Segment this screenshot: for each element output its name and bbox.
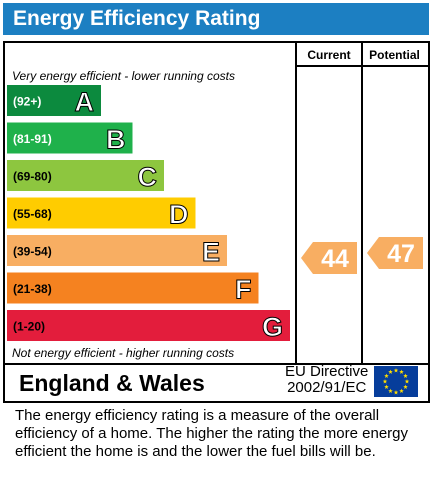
divider-right: [361, 43, 363, 363]
potential-rating-arrow: 47: [367, 237, 423, 269]
band-c: (69-80) C: [7, 160, 164, 193]
page-title: Energy Efficiency Rating: [13, 7, 261, 30]
band-range-b: (81-91): [13, 132, 52, 146]
eu-flag-star: [382, 379, 388, 384]
band-f: (21-38) F: [7, 272, 259, 305]
band-letter-a: A: [75, 87, 95, 117]
band-g: (1-20) G: [7, 310, 290, 343]
band-letter-d: D: [169, 200, 189, 230]
eu-flag-star: [384, 373, 389, 378]
current-rating-value: 44: [321, 245, 349, 273]
band-bar-a: [7, 85, 101, 116]
eu-directive: EU Directive 2002/91/EC: [285, 364, 368, 396]
directive-line-1: EU Directive: [285, 363, 369, 380]
band-range-g: (1-20): [13, 320, 45, 334]
rating-bands: (92+) A (81-91) B (69-80) C (55-68) D (39-54) E (2…: [7, 43, 297, 363]
top-note: Very energy efficient - lower running co…: [12, 69, 235, 83]
eu-flag-star: [399, 369, 404, 374]
band-bar-b: [7, 122, 133, 154]
band-range-a: (92+): [13, 95, 41, 109]
potential-rating-value: 47: [387, 240, 415, 268]
description: The energy efficiency rating is a measur…: [15, 407, 409, 460]
bands-svg: (92+) A (81-91) B (69-80) C (55-68) D (39-54) E (2…: [7, 85, 290, 343]
title-bar: Energy Efficiency Rating: [3, 3, 429, 35]
band-bar-f: [7, 272, 259, 304]
eu-flag-star: [384, 384, 389, 389]
current-rating-arrow: 44: [301, 242, 357, 274]
band-bar-d: [7, 197, 196, 229]
band-bar-c: [7, 160, 164, 191]
eu-flag-star: [399, 388, 404, 393]
eu-flag-star: [403, 373, 408, 378]
band-range-f: (21-38): [13, 282, 52, 296]
divider-left: [295, 43, 297, 363]
directive-line-2: 2002/91/EC: [287, 379, 367, 396]
band-bar-e: [7, 235, 227, 266]
band-letter-c: C: [138, 162, 158, 192]
band-letter-e: E: [202, 237, 220, 267]
band-letter-f: F: [235, 275, 252, 305]
footer: England & Wales EU Directive 2002/91/EC: [3, 361, 430, 403]
band-bar-g: [7, 310, 290, 341]
eu-flag-star: [404, 379, 410, 384]
band-d: (55-68) D: [7, 197, 196, 230]
band-range-d: (55-68): [13, 207, 52, 221]
band-letter-b: B: [106, 125, 126, 155]
header-divider: [297, 65, 428, 67]
current-column-header: Current: [307, 48, 351, 62]
country-label: England & Wales: [19, 370, 205, 396]
band-a: (92+) A: [7, 85, 101, 118]
current-arrow-shape: [301, 242, 357, 274]
band-b: (81-91) B: [7, 122, 133, 155]
eu-flag-star: [403, 384, 408, 389]
rating-chart: Current Potential Very energy efficient …: [3, 41, 430, 365]
potential-arrow-shape: [367, 237, 423, 269]
eu-flag-icon: [374, 366, 418, 397]
band-range-c: (69-80): [13, 170, 52, 184]
eu-flag-star: [388, 388, 393, 393]
eu-flag-star: [388, 369, 393, 374]
band-letter-g: G: [262, 312, 283, 342]
potential-column-header: Potential: [369, 48, 420, 62]
band-range-e: (39-54): [13, 245, 52, 259]
eu-flag-star: [393, 368, 399, 373]
eu-flag-star: [393, 390, 399, 395]
bottom-note: Not energy efficient - higher running co…: [12, 346, 235, 360]
band-e: (39-54) E: [7, 235, 227, 268]
